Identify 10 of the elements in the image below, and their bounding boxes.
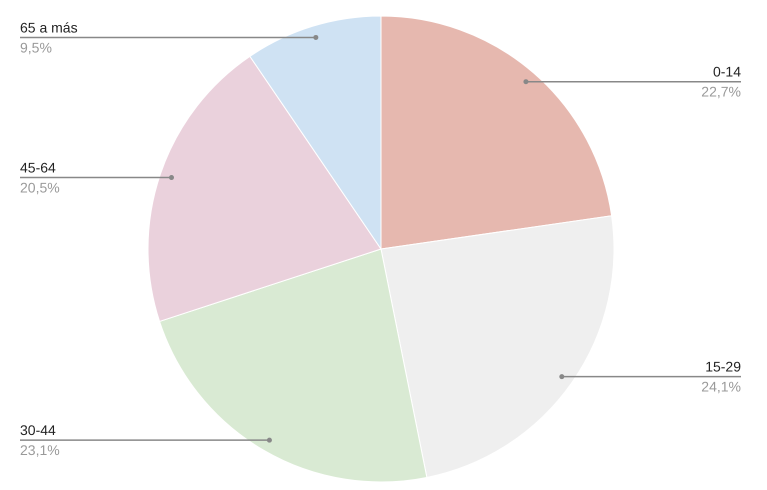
data-label: 20,5% xyxy=(20,180,60,196)
slice-label: 0-14 xyxy=(712,64,742,80)
slice-label: 30-44 xyxy=(20,422,56,438)
slice-label: 65 a más xyxy=(20,19,78,36)
data-label: 24,1% xyxy=(701,378,741,395)
slice-label: 15-29 xyxy=(705,358,742,375)
data-label: 22,7% xyxy=(701,84,741,100)
slice-label: 45-64 xyxy=(20,160,56,176)
data-label: 9,5% xyxy=(20,39,52,56)
data-label: 23,1% xyxy=(20,442,60,458)
